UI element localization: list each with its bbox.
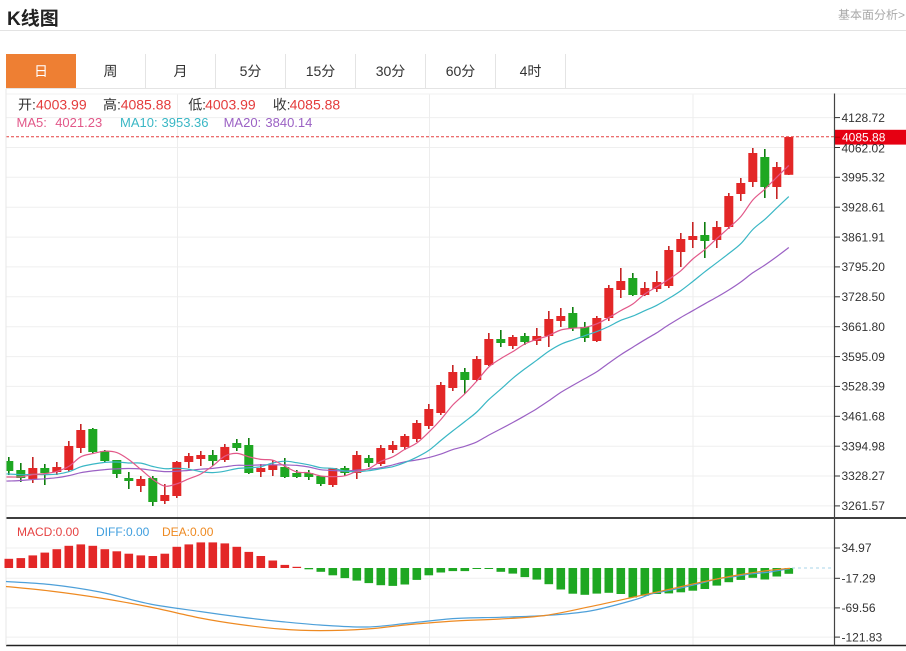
svg-text:3728.50: 3728.50	[842, 290, 886, 304]
svg-text:3328.27: 3328.27	[842, 469, 886, 483]
svg-text:开:4003.99高:4085.88低:4003.99收:4: 开:4003.99 高:4085.88 低:4003.99 收:4085.88	[18, 97, 340, 113]
svg-text:-121.83: -121.83	[842, 630, 883, 644]
svg-text:4128.72: 4128.72	[842, 111, 886, 125]
svg-text:4085.88: 4085.88	[842, 131, 886, 145]
svg-text:3595.09: 3595.09	[842, 350, 886, 364]
svg-text:3261.57: 3261.57	[842, 499, 886, 513]
svg-text:3461.68: 3461.68	[842, 410, 886, 424]
svg-text:-17.29: -17.29	[842, 572, 876, 586]
svg-text:3394.98: 3394.98	[842, 439, 886, 453]
svg-text:34.97: 34.97	[842, 541, 872, 555]
svg-text:-69.56: -69.56	[842, 601, 876, 615]
svg-text:3995.32: 3995.32	[842, 171, 886, 185]
svg-text:3661.80: 3661.80	[842, 320, 886, 334]
svg-text:4062.02: 4062.02	[842, 142, 886, 156]
svg-text:3528.39: 3528.39	[842, 380, 886, 394]
svg-text:3928.61: 3928.61	[842, 200, 886, 214]
svg-text:3861.91: 3861.91	[842, 230, 886, 244]
svg-text:3795.20: 3795.20	[842, 260, 886, 274]
